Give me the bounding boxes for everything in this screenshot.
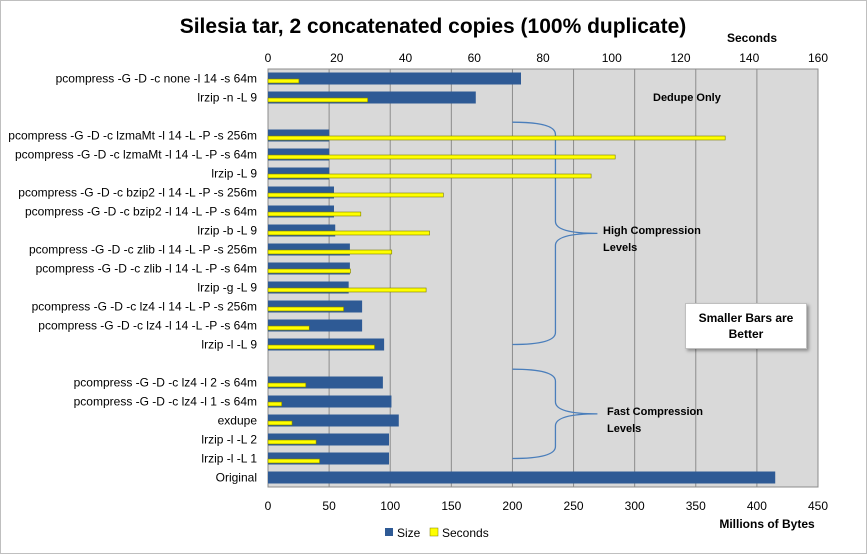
category-label: lrzip -g -L 9 <box>197 281 257 295</box>
chart-title: Silesia tar, 2 concatenated copies (100%… <box>180 15 687 38</box>
seconds-bar <box>267 325 310 331</box>
seconds-bar <box>267 344 375 350</box>
top-tick-label: 120 <box>670 51 690 65</box>
group-bracket <box>512 368 598 460</box>
bottom-tick-label: 350 <box>686 499 706 513</box>
category-label: pcompress -G -D -c lz4 -l 14 -L -P -s 25… <box>32 300 257 314</box>
category-label: pcompress -G -D -c lzmaMt -l 14 -L -P -s… <box>15 148 257 162</box>
seconds-bar <box>267 211 362 217</box>
seconds-bar <box>267 97 368 103</box>
bottom-tick-label: 0 <box>265 499 272 513</box>
category-label: lrzip -l -L 1 <box>201 452 257 466</box>
bottom-tick-label: 50 <box>322 499 336 513</box>
seconds-bar <box>267 439 317 445</box>
legend-swatch-size <box>385 528 393 536</box>
category-label: pcompress -G -D -c zlib -l 14 -L -P -s 6… <box>36 262 257 276</box>
bottom-tick-label: 150 <box>441 499 461 513</box>
top-axis-title: Seconds <box>727 31 777 45</box>
category-label: lrzip -l -L 2 <box>201 433 257 447</box>
legend-swatch-seconds <box>429 527 439 537</box>
seconds-bar <box>267 249 393 255</box>
bottom-tick-label: 400 <box>747 499 767 513</box>
category-label: Original <box>216 471 257 485</box>
top-tick-label: 40 <box>399 51 413 65</box>
seconds-bar <box>267 420 293 426</box>
seconds-bar <box>267 173 592 179</box>
top-tick-label: 0 <box>265 51 272 65</box>
size-bar <box>268 395 392 408</box>
top-tick-label: 60 <box>468 51 482 65</box>
legend: Size Seconds <box>385 526 489 540</box>
bottom-tick-label: 200 <box>502 499 522 513</box>
legend-label-seconds: Seconds <box>442 526 489 540</box>
legend-label-size: Size <box>397 526 421 540</box>
category-label: pcompress -G -D -c zlib -l 14 -L -P -s 2… <box>29 243 257 257</box>
note-line-2: Better <box>728 327 764 341</box>
bottom-tick-label: 100 <box>380 499 400 513</box>
size-bar <box>268 72 521 85</box>
top-tick-label: 160 <box>808 51 828 65</box>
seconds-series <box>267 78 726 464</box>
top-tick-label: 140 <box>739 51 759 65</box>
seconds-bar <box>267 268 351 274</box>
top-tick-label: 80 <box>536 51 550 65</box>
group-bracket <box>512 121 598 346</box>
top-axis-ticks: 0 20 40 60 80 100 120 140 160 <box>265 51 829 65</box>
dedupe-only-label: Dedupe Only <box>653 92 722 104</box>
note-box: Smaller Bars are Better <box>685 303 807 349</box>
size-bar <box>268 414 399 427</box>
bottom-tick-label: 300 <box>625 499 645 513</box>
seconds-bar <box>267 458 320 464</box>
fast-compression-label: Fast Compression <box>607 406 703 418</box>
category-label: lrzip -l -L 9 <box>201 338 257 352</box>
seconds-bar <box>267 401 283 407</box>
seconds-bar <box>267 287 427 293</box>
category-labels: pcompress -G -D -c none -l 14 -s 64m lrzi… <box>8 72 257 485</box>
seconds-bar <box>267 192 444 198</box>
category-label: lrzip -n -L 9 <box>197 91 257 105</box>
category-label: pcompress -G -D -c none -l 14 -s 64m <box>56 72 257 86</box>
fast-compression-label-line2: Levels <box>607 423 641 435</box>
category-label: pcompress -G -D -c lzmaMt -l 14 -L -P -s… <box>8 129 257 143</box>
category-label: pcompress -G -D -c bzip2 -l 14 -L -P -s … <box>25 205 257 219</box>
high-compression-label: High Compression <box>603 225 701 237</box>
seconds-bar <box>267 382 307 388</box>
seconds-bar <box>267 154 616 160</box>
high-compression-label-line2: Levels <box>603 242 637 254</box>
note-line-1: Smaller Bars are <box>698 311 794 325</box>
category-label: pcompress -G -D -c lz4 -l 14 -L -P -s 64… <box>38 319 257 333</box>
bottom-axis-ticks: 0 50 100 150 200 250 300 350 400 450 <box>265 499 829 513</box>
seconds-bar <box>267 78 300 84</box>
seconds-bar <box>267 230 430 236</box>
seconds-bar <box>267 306 344 312</box>
bottom-axis-title: Millions of Bytes <box>719 517 815 531</box>
size-bar <box>268 471 776 484</box>
category-label: lrzip -L 9 <box>211 167 257 181</box>
top-tick-label: 100 <box>602 51 622 65</box>
category-label: exdupe <box>218 414 258 428</box>
group-brackets <box>512 121 598 460</box>
category-label: pcompress -G -D -c bzip2 -l 14 -L -P -s … <box>18 186 257 200</box>
bottom-tick-label: 450 <box>808 499 828 513</box>
bottom-tick-label: 250 <box>564 499 584 513</box>
category-label: pcompress -G -D -c lz4 -l 1 -s 64m <box>74 395 257 409</box>
category-label: lrzip -b -L 9 <box>197 224 257 238</box>
seconds-bar <box>267 135 726 141</box>
category-label: pcompress -G -D -c lz4 -l 2 -s 64m <box>74 376 257 390</box>
top-tick-label: 20 <box>330 51 344 65</box>
